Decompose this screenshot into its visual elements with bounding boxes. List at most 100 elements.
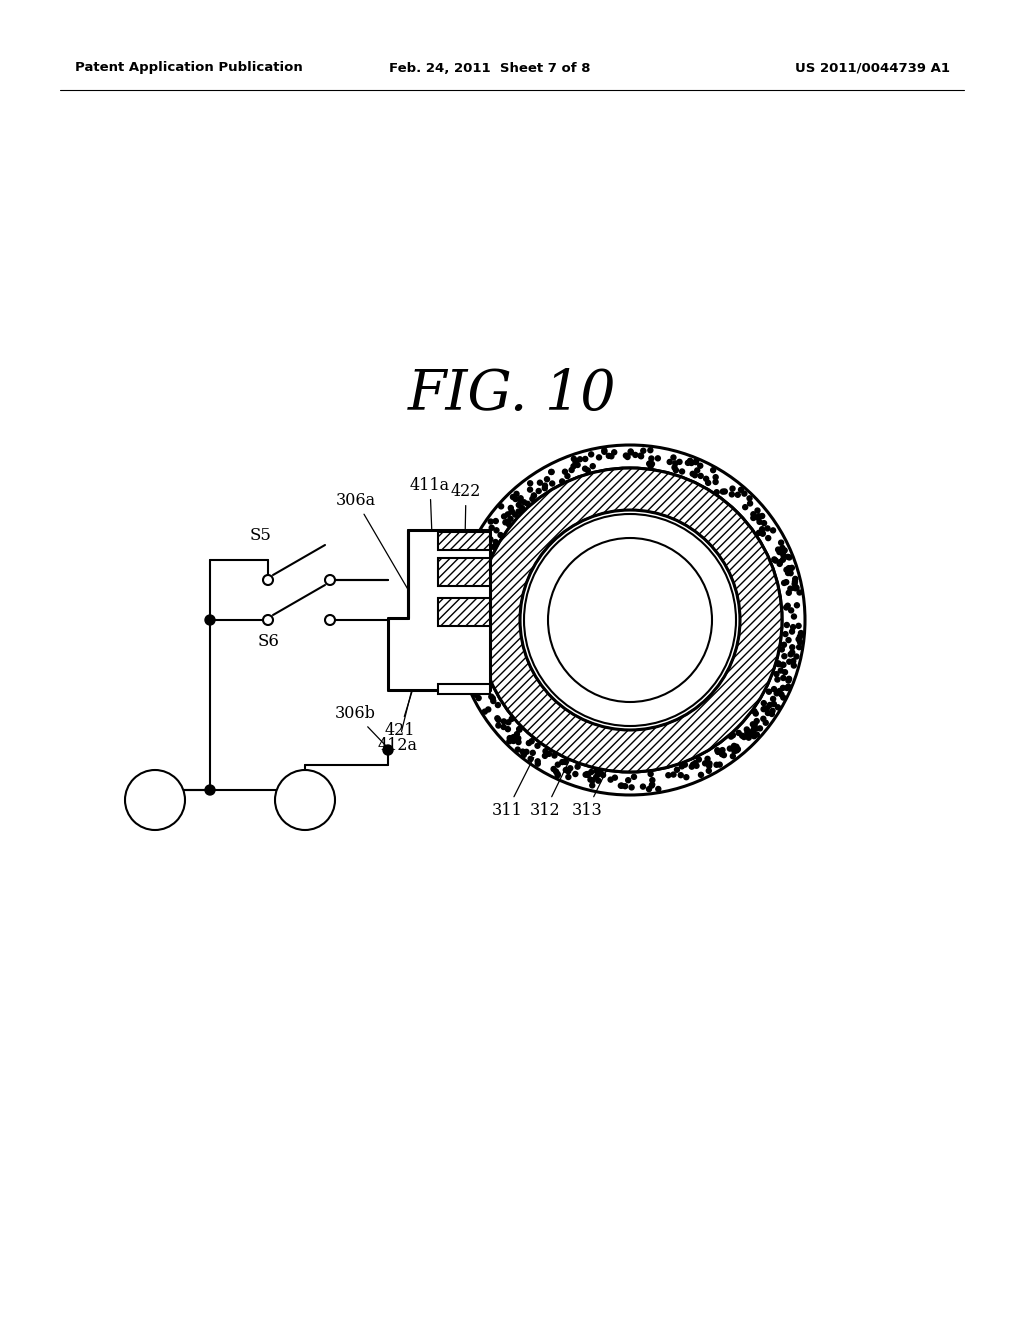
Circle shape	[755, 733, 760, 737]
Circle shape	[502, 719, 506, 723]
Circle shape	[483, 676, 488, 681]
Circle shape	[732, 748, 737, 754]
Circle shape	[575, 462, 581, 467]
Circle shape	[753, 726, 758, 731]
Circle shape	[750, 731, 755, 737]
Circle shape	[467, 594, 472, 599]
Circle shape	[473, 692, 478, 697]
Circle shape	[517, 727, 522, 733]
Circle shape	[786, 659, 792, 664]
Circle shape	[678, 772, 683, 777]
Circle shape	[716, 750, 721, 755]
Circle shape	[674, 467, 678, 473]
Circle shape	[524, 750, 529, 754]
Circle shape	[549, 470, 554, 474]
Circle shape	[521, 752, 526, 758]
Text: 312: 312	[529, 758, 570, 818]
Circle shape	[478, 469, 782, 772]
Circle shape	[714, 762, 719, 767]
Circle shape	[797, 590, 802, 595]
Circle shape	[555, 762, 560, 767]
Circle shape	[786, 676, 792, 681]
Circle shape	[763, 721, 768, 725]
Circle shape	[694, 763, 699, 768]
Circle shape	[764, 706, 769, 711]
Circle shape	[697, 463, 702, 469]
Circle shape	[715, 747, 720, 752]
Circle shape	[464, 606, 469, 611]
Circle shape	[516, 510, 521, 513]
Circle shape	[513, 496, 518, 502]
Circle shape	[586, 467, 590, 473]
Circle shape	[494, 540, 498, 545]
Circle shape	[780, 676, 785, 681]
Circle shape	[495, 715, 500, 721]
Circle shape	[598, 770, 603, 774]
Circle shape	[583, 466, 588, 471]
Circle shape	[781, 581, 786, 586]
Circle shape	[779, 692, 784, 697]
Circle shape	[469, 647, 474, 651]
Circle shape	[536, 762, 541, 766]
Circle shape	[516, 739, 521, 744]
Circle shape	[649, 781, 654, 787]
Circle shape	[792, 663, 797, 668]
Circle shape	[757, 531, 762, 536]
Circle shape	[779, 647, 784, 652]
Text: Patent Application Publication: Patent Application Publication	[75, 62, 303, 74]
Circle shape	[383, 744, 393, 755]
Circle shape	[786, 638, 791, 643]
Circle shape	[648, 771, 653, 776]
Circle shape	[714, 490, 719, 495]
Circle shape	[649, 462, 654, 466]
Circle shape	[514, 731, 519, 737]
Circle shape	[734, 748, 739, 752]
Circle shape	[460, 597, 465, 601]
Circle shape	[760, 531, 765, 536]
Text: S6: S6	[258, 634, 280, 651]
Circle shape	[608, 777, 613, 783]
Circle shape	[505, 512, 510, 517]
Bar	[438, 558, 490, 586]
Circle shape	[602, 447, 607, 453]
Circle shape	[530, 750, 536, 755]
Circle shape	[565, 768, 570, 774]
Circle shape	[543, 486, 547, 491]
Circle shape	[735, 492, 740, 498]
Circle shape	[485, 708, 490, 711]
Circle shape	[275, 770, 335, 830]
Circle shape	[647, 461, 651, 466]
Circle shape	[469, 664, 474, 669]
Circle shape	[774, 690, 779, 696]
Circle shape	[786, 590, 792, 595]
Circle shape	[484, 548, 489, 553]
Circle shape	[477, 572, 482, 577]
Circle shape	[517, 726, 521, 731]
Circle shape	[469, 566, 473, 572]
Circle shape	[516, 503, 521, 507]
Circle shape	[472, 655, 477, 660]
Circle shape	[496, 702, 501, 708]
Circle shape	[525, 502, 530, 507]
Circle shape	[494, 528, 499, 533]
Circle shape	[780, 696, 785, 700]
Circle shape	[741, 734, 746, 739]
Circle shape	[483, 541, 488, 546]
Circle shape	[531, 494, 537, 498]
Circle shape	[594, 768, 599, 774]
Circle shape	[563, 767, 568, 772]
Circle shape	[640, 784, 645, 789]
Circle shape	[469, 568, 474, 573]
Circle shape	[781, 553, 785, 557]
Circle shape	[555, 771, 560, 776]
Circle shape	[554, 770, 558, 774]
Circle shape	[765, 525, 770, 531]
Circle shape	[754, 711, 759, 715]
Circle shape	[511, 735, 516, 739]
Circle shape	[552, 752, 557, 758]
Circle shape	[472, 562, 477, 568]
Circle shape	[620, 783, 625, 788]
Circle shape	[675, 767, 680, 772]
Circle shape	[649, 783, 654, 788]
Circle shape	[746, 735, 752, 741]
